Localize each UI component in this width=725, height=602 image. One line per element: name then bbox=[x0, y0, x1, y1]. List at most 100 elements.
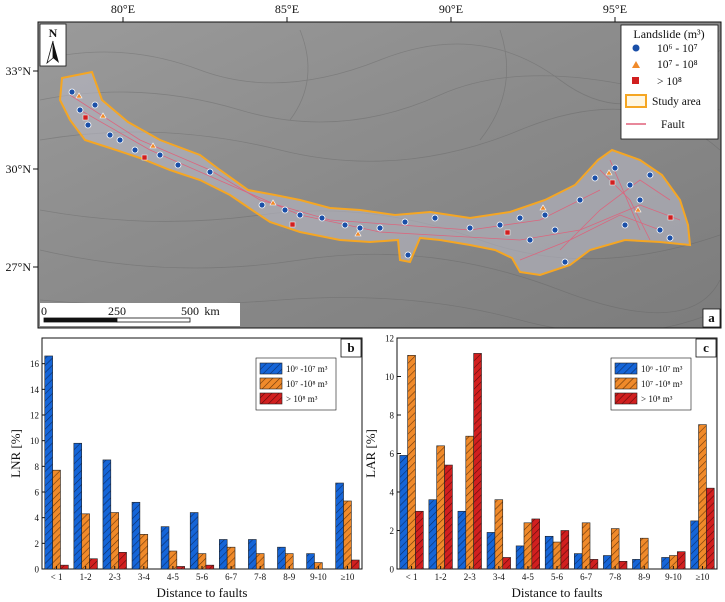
legend-label: 10⁷ -10⁸ m³ bbox=[286, 379, 328, 389]
y-tick-label: 6 bbox=[35, 488, 40, 498]
x-tick-label: 8-9 bbox=[283, 572, 295, 582]
bar-1-2 bbox=[428, 499, 438, 570]
panel-label-box bbox=[695, 338, 717, 358]
panel-label-c: c bbox=[703, 340, 709, 355]
legend-swatch bbox=[259, 392, 283, 405]
bar-1-6 bbox=[189, 512, 199, 570]
bar-3-5 bbox=[531, 518, 540, 570]
bar-2-11 bbox=[698, 424, 707, 570]
bar-2-1 bbox=[52, 469, 61, 570]
lat-ticks bbox=[33, 70, 38, 268]
y-axis-title: LNR [%] bbox=[8, 429, 23, 478]
lat-label: 27°N bbox=[6, 260, 32, 274]
bar-2-1 bbox=[407, 355, 416, 570]
panel-label-b: b bbox=[347, 340, 354, 355]
chart-panel-c: 0 2 4 6 8 10 12 < 1 1-2 2-3 3-4 4-5 5-6 6-7 7-8 8-9 9-10… bbox=[363, 334, 718, 600]
map-legend-item: 10⁶ - 10⁷ bbox=[657, 43, 698, 55]
legend-label: 10⁶ -10⁷ m³ bbox=[641, 364, 683, 374]
x-tick-label: ≥10 bbox=[695, 572, 709, 582]
y-tick-label: 4 bbox=[390, 488, 395, 498]
x-tick-label: < 1 bbox=[406, 572, 418, 582]
lat-label: 30°N bbox=[6, 162, 32, 176]
map-legend-title: Landslide (m³) bbox=[633, 27, 704, 41]
bar-1-9 bbox=[632, 559, 641, 570]
legend-square-icon bbox=[632, 77, 639, 84]
map-legend-item: 10⁷ - 10⁸ bbox=[657, 59, 698, 71]
chart-legend: 10⁶ -10⁷ m³ 10⁷ -10⁸ m³ > 10⁸ m³ bbox=[610, 357, 692, 411]
lon-label: 90°E bbox=[439, 2, 463, 16]
bar-3-11 bbox=[706, 487, 715, 570]
y-axis-title: LAR [%] bbox=[363, 429, 378, 478]
y-tick-label: 10 bbox=[30, 436, 40, 446]
x-tick-label: 3-4 bbox=[493, 572, 505, 582]
lon-label: 95°E bbox=[603, 2, 627, 16]
bar-2-2 bbox=[81, 513, 90, 570]
study-area-polygon bbox=[58, 70, 692, 277]
lon-label: 80°E bbox=[111, 2, 135, 16]
scale-label: 500 bbox=[181, 304, 199, 318]
bar-2-8 bbox=[610, 528, 620, 570]
bar-3-8 bbox=[618, 560, 628, 570]
bar-1-7 bbox=[219, 539, 228, 570]
x-tick-label: 8-9 bbox=[638, 572, 650, 582]
bar-1-5 bbox=[515, 545, 525, 570]
x-tick-label: < 1 bbox=[51, 572, 63, 582]
x-tick-label: 5-6 bbox=[551, 572, 563, 582]
bar-3-2 bbox=[444, 464, 453, 570]
bar-2-3 bbox=[465, 435, 474, 570]
x-tick-label: 1-2 bbox=[80, 572, 92, 582]
map-panel: 80°E 85°E 90°E 95°E 33°N 30°N 27°N N 0 2… bbox=[6, 2, 722, 329]
x-tick-label: 2-3 bbox=[464, 572, 476, 582]
y-tick-label: 0 bbox=[35, 565, 40, 575]
north-label: N bbox=[49, 26, 58, 40]
legend-label: > 10⁸ m³ bbox=[641, 394, 673, 404]
legend-swatch bbox=[614, 362, 638, 375]
y-tick-label: 6 bbox=[390, 449, 395, 459]
y-tick-label: 8 bbox=[35, 462, 40, 472]
y-tick-label: 12 bbox=[30, 411, 39, 421]
x-tick-label: 4-5 bbox=[167, 572, 179, 582]
legend-study-area-swatch bbox=[625, 94, 647, 108]
legend-swatch bbox=[614, 377, 638, 390]
legend-swatch bbox=[259, 377, 283, 390]
bar-1-8 bbox=[603, 555, 612, 570]
y-tick-label: 14 bbox=[30, 385, 40, 395]
bar-3-3 bbox=[473, 353, 482, 570]
legend-swatch bbox=[614, 392, 638, 405]
x-tick-label: 7-8 bbox=[609, 572, 621, 582]
x-tick-label: 3-4 bbox=[138, 572, 150, 582]
bar-1-10 bbox=[661, 557, 670, 570]
y-tick-label: 2 bbox=[35, 539, 40, 549]
bar-2-3 bbox=[110, 512, 119, 570]
bar-1-3 bbox=[102, 459, 112, 570]
bar-2-2 bbox=[436, 445, 445, 570]
bar-1-3 bbox=[457, 510, 467, 570]
bar-1-6 bbox=[544, 535, 554, 570]
chart-panel-b: 0 2 4 6 8 10 12 14 16 < 1 1-2 2-3 3-4 4-5 5-6 6-7 7-8 8-9… bbox=[8, 337, 363, 600]
y-tick-label: 2 bbox=[390, 526, 395, 536]
bar-1-1 bbox=[399, 455, 408, 570]
north-arrow-icon: N bbox=[39, 23, 67, 67]
legend-circle-icon bbox=[632, 44, 640, 52]
lat-label: 33°N bbox=[6, 64, 32, 78]
bar-3-7 bbox=[589, 559, 599, 570]
landslide-markers bbox=[68, 88, 674, 266]
bar-3-10 bbox=[676, 551, 686, 570]
bar-1-5 bbox=[160, 526, 170, 570]
x-tick-label: 6-7 bbox=[580, 572, 592, 582]
bar-3-2 bbox=[89, 558, 98, 570]
map-frame bbox=[37, 21, 722, 329]
x-tick-label: 6-7 bbox=[225, 572, 237, 582]
x-axis-title: Distance to faults bbox=[157, 585, 248, 600]
bar-3-6 bbox=[560, 530, 570, 570]
bar-2-7 bbox=[581, 522, 591, 570]
legend-label: > 10⁸ m³ bbox=[286, 394, 318, 404]
y-tick-label: 8 bbox=[390, 411, 395, 421]
bar-2-4 bbox=[139, 534, 149, 570]
bar-2-5 bbox=[523, 522, 533, 570]
y-tick-label: 10 bbox=[385, 372, 395, 382]
bar-1-8 bbox=[248, 539, 257, 570]
bar-3-1 bbox=[60, 564, 69, 570]
x-tick-label: 1-2 bbox=[435, 572, 447, 582]
bar-1-10 bbox=[306, 553, 315, 570]
